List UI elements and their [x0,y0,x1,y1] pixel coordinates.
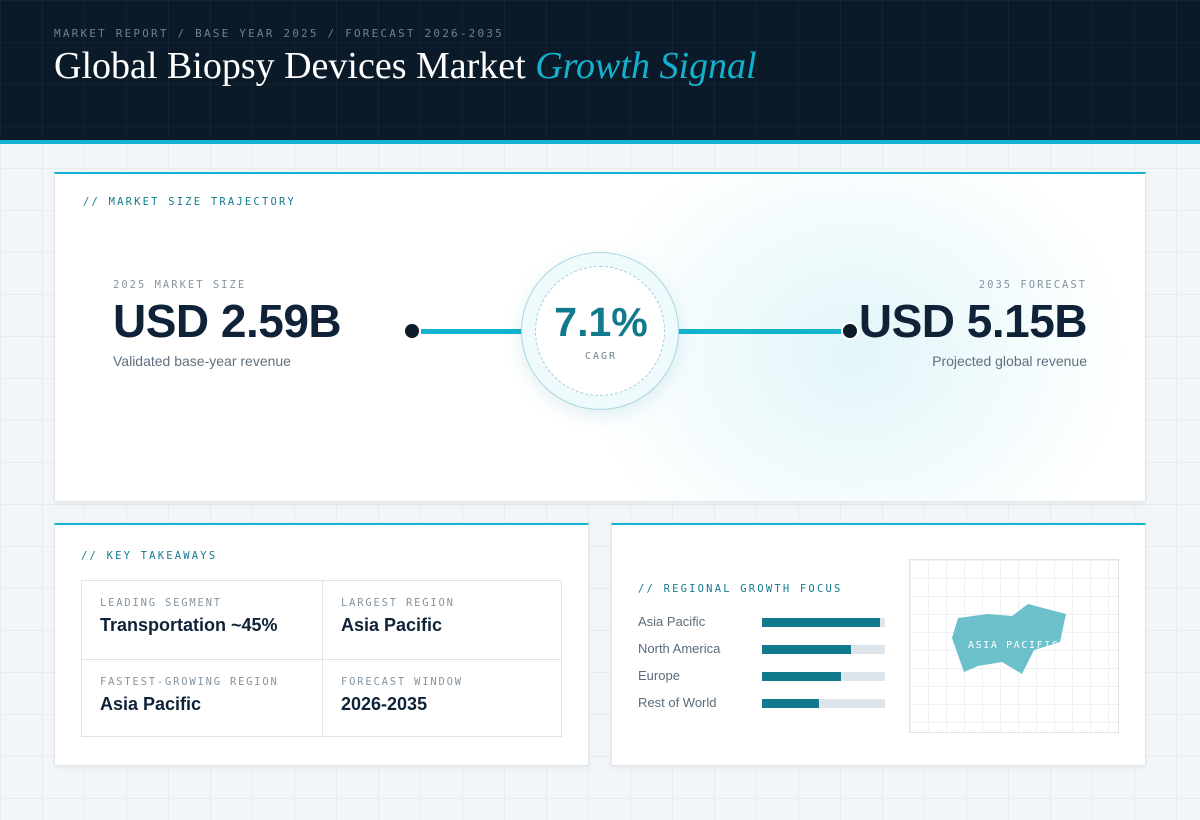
map-region-label: ASIA PACIFIC [968,640,1060,651]
region-map: ASIA PACIFIC [909,559,1119,733]
end-point-dot [841,322,859,340]
base-year-eyebrow: 2025 MARKET SIZE [113,279,247,291]
region-name: Europe [638,668,680,683]
page-title: Global Biopsy Devices Market Growth Sign… [54,44,757,88]
forecast-eyebrow: 2035 FORECAST [978,279,1087,291]
trajectory-section-label: // MARKET SIZE TRAJECTORY [83,196,297,208]
region-name: Asia Pacific [638,614,706,629]
takeaway-eyebrow: LEADING SEGMENT [100,597,222,609]
forecast-note: Projected global revenue [932,353,1087,369]
page-title-accent: Growth Signal [535,45,757,87]
region-row-north-america: North America [638,641,888,657]
region-bar-track [762,645,885,654]
takeaway-eyebrow: FASTEST-GROWING REGION [100,676,279,688]
region-row-europe: Europe [638,668,888,684]
takeaways-section-label: // KEY TAKEAWAYS [81,550,218,562]
region-bar-fill [762,645,851,654]
report-header: MARKET REPORT / BASE YEAR 2025 / FORECAS… [0,0,1200,140]
region-row-asia-pacific: Asia Pacific [638,614,888,630]
region-bar-fill [762,672,841,681]
region-bar-fill [762,699,819,708]
takeaway-value: Transportation ~45% [100,615,278,635]
regional-section-label: // REGIONAL GROWTH FOCUS [638,583,843,595]
cagr-badge: 7.1% CAGR [521,252,679,410]
forecast-market-size: USD 5.15B [858,295,1088,347]
region-bar-track [762,672,885,681]
cagr-badge-inner: 7.1% CAGR [535,266,665,396]
cagr-value: 7.1% [554,299,648,345]
base-year-note: Validated base-year revenue [113,353,291,369]
takeaway-forecast-window: FORECAST WINDOW 2026-2035 [322,659,562,737]
regional-growth-card: // REGIONAL GROWTH FOCUS Asia Pacific No… [611,523,1146,766]
region-name: North America [638,641,721,656]
takeaway-value: Asia Pacific [100,694,202,714]
takeaway-value: 2026-2035 [341,694,428,714]
region-name: Rest of World [638,695,717,710]
region-bar-fill [762,618,881,627]
cagr-label: CAGR [584,351,618,362]
header-accent-line [0,140,1200,144]
key-takeaways-card: // KEY TAKEAWAYS LEADING SEGMENT Transpo… [54,523,589,766]
trajectory-line-left [421,329,525,334]
region-bar-track [762,699,885,708]
takeaway-value: Asia Pacific [341,615,443,635]
start-point-dot [403,322,421,340]
breadcrumb: MARKET REPORT / BASE YEAR 2025 / FORECAS… [54,27,504,40]
page-title-main: Global Biopsy Devices Market [54,45,526,87]
base-year-market-size: USD 2.59B [113,295,342,347]
region-bar-track [762,618,885,627]
takeaways-grid: LEADING SEGMENT Transportation ~45% LARG… [81,580,562,737]
asia-pacific-map-shape [952,604,1066,674]
region-row-rest-of-world: Rest of World [638,695,888,711]
takeaway-largest-region: LARGEST REGION Asia Pacific [322,581,562,659]
takeaway-eyebrow: LARGEST REGION [341,597,455,609]
takeaway-eyebrow: FORECAST WINDOW [341,676,463,688]
takeaway-fastest-growing-region: FASTEST-GROWING REGION Asia Pacific [82,659,322,737]
market-size-trajectory-card: // MARKET SIZE TRAJECTORY 2025 MARKET SI… [54,172,1146,502]
takeaway-leading-segment: LEADING SEGMENT Transportation ~45% [82,581,322,659]
trajectory-line-right [675,329,843,334]
